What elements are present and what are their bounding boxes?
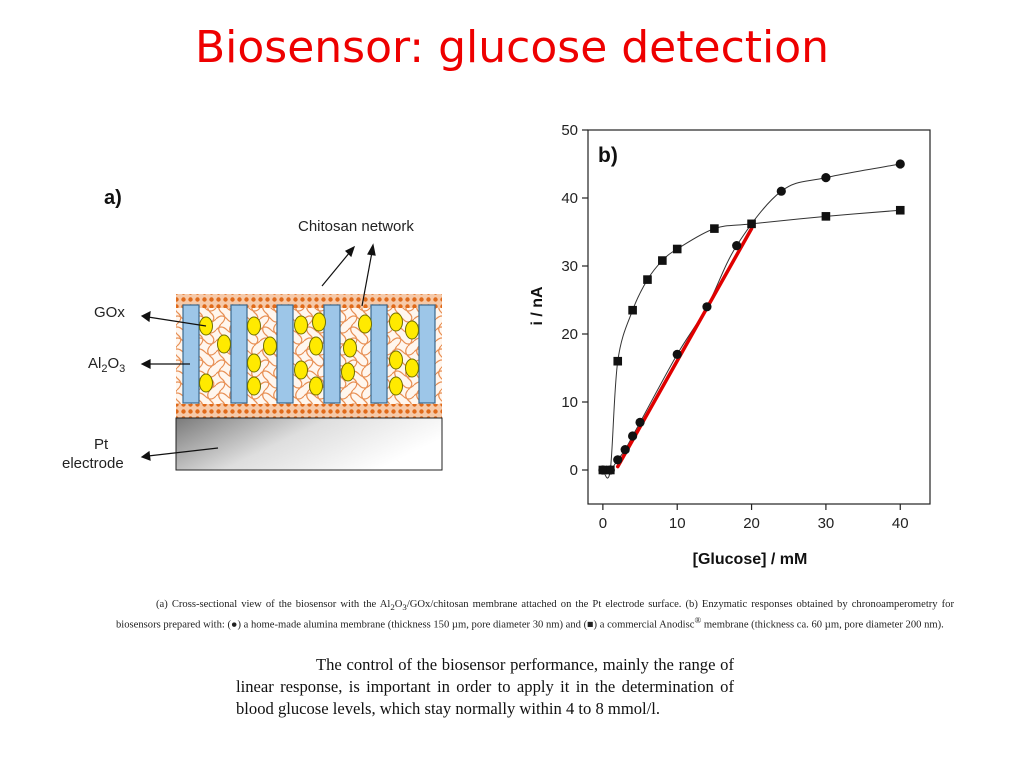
al2o3-label: Al2O3 [88, 355, 125, 375]
data-point-square [606, 465, 615, 475]
data-point-square [613, 356, 623, 366]
pt-label: Pt [94, 436, 109, 453]
data-point-circle [628, 431, 638, 441]
y-tick-label: 40 [561, 190, 578, 207]
y-axis-label: i / nA [529, 286, 546, 326]
gox-label: GOx [94, 304, 125, 321]
gox-enzymes [199, 312, 419, 396]
data-point-square [598, 465, 608, 475]
data-point-square [628, 305, 637, 315]
body-paragraph: The control of the biosensor performance… [236, 655, 734, 718]
data-point-circle [635, 417, 645, 427]
y-tick-label: 30 [561, 258, 578, 275]
data-point-square [821, 212, 831, 221]
data-point-circle [821, 173, 831, 183]
slide-title: Biosensor: glucose detection [194, 22, 830, 73]
chitosan-network-label: Chitosan network [298, 218, 414, 235]
panel-label-a: a) [104, 187, 122, 209]
alumina-pillars [182, 304, 436, 404]
data-point-circle [776, 186, 786, 196]
pt-electrode-block [175, 417, 443, 471]
y-tick-label: 20 [561, 326, 578, 343]
data-point-circle [702, 302, 712, 312]
data-point-circle [620, 445, 630, 455]
electrode-label: electrode [62, 455, 124, 472]
series-curve-square [602, 209, 901, 479]
y-tick-label: 50 [561, 122, 578, 139]
plot-frame [587, 129, 931, 505]
bottom-dotted-layer [176, 404, 442, 418]
y-tick-label: 0 [570, 462, 578, 479]
y-tick-label: 10 [561, 394, 578, 411]
data-point-square [672, 244, 682, 254]
x-tick-label: 40 [892, 515, 909, 532]
data-point-circle [672, 349, 682, 359]
x-tick-label: 0 [599, 515, 607, 532]
x-tick-label: 20 [743, 515, 760, 532]
data-point-square [895, 205, 905, 215]
data-point-square [710, 224, 719, 233]
biosensor-cross-section-diagram: a) Chitosan network GO [62, 187, 443, 472]
series-curve-circle [602, 163, 901, 472]
data-point-circle [613, 455, 623, 465]
data-point-square [658, 256, 667, 265]
panel-label-b: b) [598, 144, 618, 167]
data-point-square [643, 275, 652, 284]
x-axis-label: [Glucose] / mM [693, 551, 808, 568]
label-arrows [140, 243, 376, 461]
figure-caption: (a) Cross-sectional view of the biosenso… [116, 599, 955, 631]
data-point-circle [732, 241, 742, 251]
linear-fit-line [615, 226, 754, 469]
data-point-circle [895, 159, 905, 169]
x-tick-label: 10 [669, 515, 686, 532]
x-tick-label: 30 [818, 515, 835, 532]
top-dotted-layer [176, 294, 442, 308]
data-point-square [747, 219, 756, 229]
